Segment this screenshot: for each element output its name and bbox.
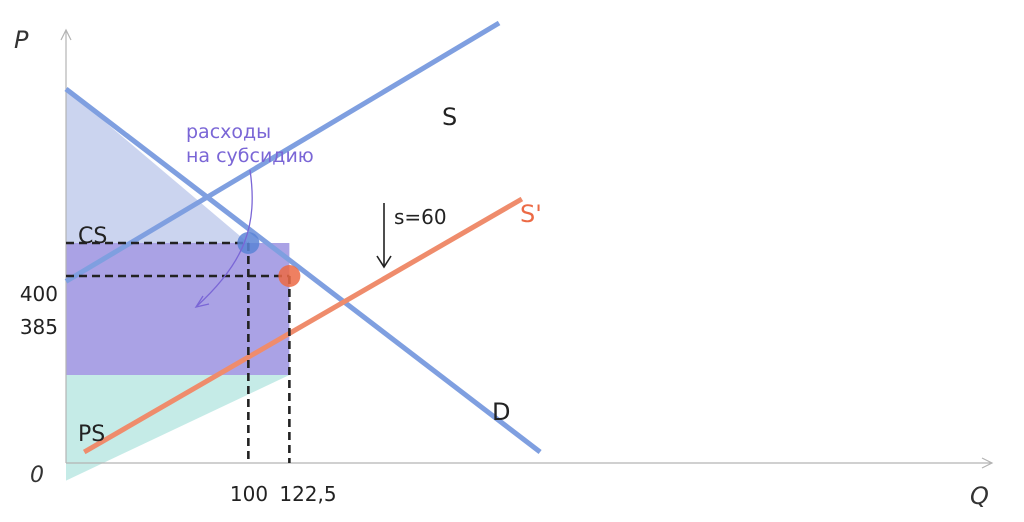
annotation-line-2: на субсидию (186, 145, 314, 167)
x-axis-label: Q (970, 482, 989, 510)
equilibrium-point-initial (237, 232, 260, 254)
producer-surplus-label: PS (78, 422, 105, 447)
axes (60, 28, 994, 469)
price-tick-label-385: 385 (20, 315, 58, 339)
equilibrium-point-subsidy (278, 265, 301, 287)
consumer-surplus-label: CS (78, 224, 107, 249)
subsidy-shift-arrow (376, 203, 392, 269)
annotation-line-1: расходы (186, 121, 271, 143)
consumer-surplus-area (66, 89, 249, 243)
demand-label: D (492, 398, 510, 426)
x-axis-arrowhead (981, 457, 994, 469)
price-tick-label-400: 400 (20, 282, 58, 306)
supply-line (64, 20, 501, 284)
subsidy-label: s=60 (394, 205, 447, 229)
quantity-tick-label-122-5: 122,5 (279, 482, 336, 506)
annotation-arrowhead (194, 295, 210, 308)
y-axis-label: P (14, 26, 29, 54)
y-axis-arrowhead (60, 28, 72, 41)
supply-label: S (442, 103, 457, 131)
supply-with-subsidy-label: S' (520, 200, 542, 228)
origin-label: 0 (30, 463, 44, 488)
quantity-tick-label-100: 100 (230, 482, 268, 506)
annotation-arrow (196, 169, 253, 307)
supply-with-subsidy-line (82, 196, 524, 455)
demand-line (64, 87, 542, 454)
guide-lines (66, 241, 291, 463)
producer-surplus-area (66, 375, 290, 481)
